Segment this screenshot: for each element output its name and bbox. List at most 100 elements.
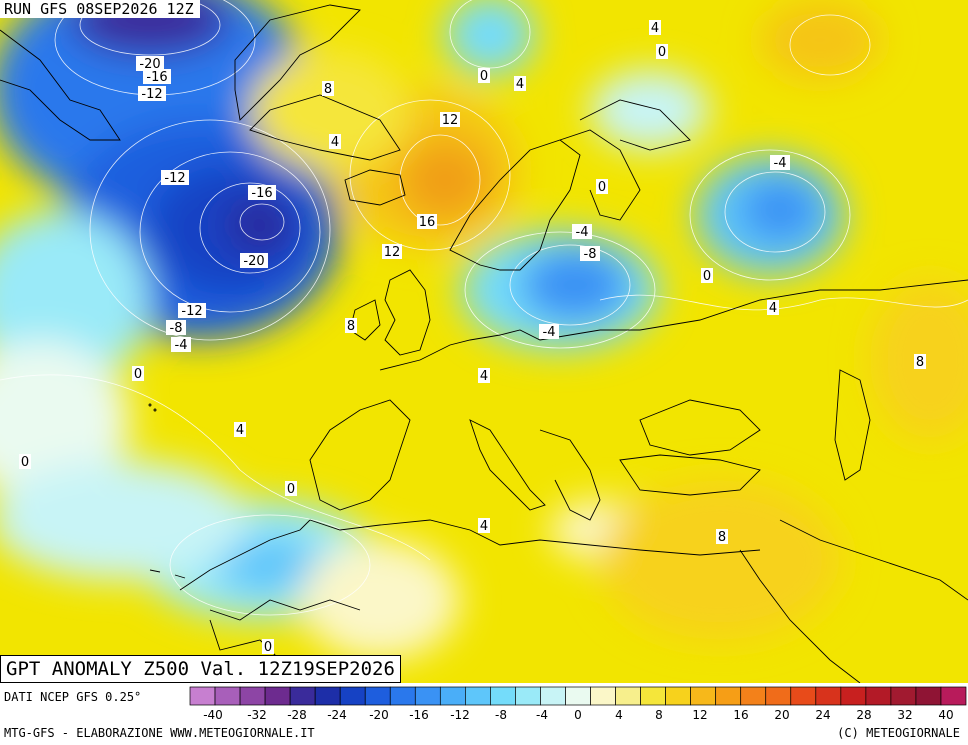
anomaly-field xyxy=(0,0,968,660)
scale-swatch xyxy=(339,686,366,706)
contour-label-bg xyxy=(539,324,559,339)
contour-label-bg xyxy=(329,134,341,149)
scale-swatch xyxy=(815,686,842,706)
scale-tick-label: -28 xyxy=(287,708,307,722)
contour-label: 4 xyxy=(331,135,339,150)
contour-label-bg xyxy=(240,253,268,268)
contour-label: 12 xyxy=(442,113,459,128)
scale-tick-label: 8 xyxy=(655,708,663,722)
scale-swatch xyxy=(314,686,341,706)
run-label: RUN GFS 08SEP2026 12Z xyxy=(0,0,200,18)
contour-label-bg xyxy=(345,318,357,333)
contour-label: -20 xyxy=(139,57,160,72)
contour-label-bg xyxy=(596,179,608,194)
contour-label-bg xyxy=(262,639,274,654)
contour-label: 8 xyxy=(324,82,332,97)
scale-swatch xyxy=(239,686,266,706)
scale-swatch xyxy=(515,686,541,706)
contour-label-bg xyxy=(478,368,490,383)
contour-label: 8 xyxy=(347,319,355,334)
contour-label-bg xyxy=(161,170,189,185)
contour-label-bg xyxy=(171,337,191,352)
contour-label-bg xyxy=(166,320,186,335)
contour-label-bg xyxy=(136,56,164,71)
footer-copyright: (C) METEOGIORNALE xyxy=(837,726,960,740)
scale-swatch xyxy=(364,686,391,706)
scale-swatch xyxy=(439,686,466,706)
scale-swatch xyxy=(264,686,291,706)
contour-label: -4 xyxy=(774,156,787,171)
contour-label: 0 xyxy=(480,69,488,84)
contour-label-bg xyxy=(285,481,297,496)
scale-tick-label: -4 xyxy=(536,708,548,722)
scale-tick-label: -20 xyxy=(369,708,389,722)
scale-swatch xyxy=(890,686,917,706)
contour-label-bg xyxy=(178,303,206,318)
scale-swatch xyxy=(189,686,216,706)
contour-label: -12 xyxy=(164,171,185,186)
scale-tick-label: 28 xyxy=(856,708,871,722)
scale-tick-label: -8 xyxy=(495,708,507,722)
contour-label-bg xyxy=(514,76,526,91)
contour-label-bg xyxy=(767,300,779,315)
contour-label: 0 xyxy=(703,269,711,284)
scale-swatch xyxy=(690,686,717,706)
scale-swatch xyxy=(414,686,441,706)
contour-label: -20 xyxy=(243,254,264,269)
scale-swatch xyxy=(465,686,491,706)
color-scale: -40 -32 -28 -24 -20 -16 -12 -8 -4 0 4 8 12 16 20 24 28 32… xyxy=(189,686,967,722)
contour-label: 4 xyxy=(651,21,659,36)
contour-label-bg xyxy=(770,155,790,170)
contour-label-bg xyxy=(656,44,668,59)
contour-label-bg xyxy=(19,454,31,469)
coastlines xyxy=(0,4,968,683)
contour-label-bg xyxy=(417,214,437,229)
scale-tick-label: -16 xyxy=(409,708,429,722)
contour-label-bg xyxy=(440,112,460,127)
scale-swatch xyxy=(289,686,316,706)
scale-swatch xyxy=(865,686,892,706)
contour-label: 16 xyxy=(419,215,436,230)
scale-tick-label: 16 xyxy=(733,708,748,722)
contour-label-bg xyxy=(234,422,246,437)
contour-label-bg xyxy=(701,268,713,283)
scale-tick-label: -32 xyxy=(247,708,267,722)
scale-swatch xyxy=(565,686,591,706)
scale-tick-label: 0 xyxy=(574,708,582,722)
scale-tick-label: 24 xyxy=(815,708,830,722)
scale-swatch xyxy=(665,686,691,706)
contour-label-bg xyxy=(716,529,728,544)
scale-swatch xyxy=(590,686,616,706)
contour-label: -16 xyxy=(146,70,167,85)
contour-label: 4 xyxy=(769,301,777,316)
scale-tick-label: -40 xyxy=(203,708,223,722)
contour-label: -8 xyxy=(584,247,597,262)
contour-label: 4 xyxy=(516,77,524,92)
contour-lines xyxy=(0,0,968,616)
scale-tick-label: 4 xyxy=(615,708,623,722)
scale-tick-label: 40 xyxy=(938,708,953,722)
contour-label-bg xyxy=(914,354,926,369)
contour-label-bg xyxy=(322,81,334,96)
contour-label: -4 xyxy=(576,225,589,240)
anomaly-map: -20-16-12 81244004-12-161612-200-4-4-804-… xyxy=(0,0,968,683)
scale-tick-label: -12 xyxy=(450,708,470,722)
scale-swatch xyxy=(790,686,817,706)
scale-tick-label: 20 xyxy=(774,708,789,722)
contour-label: -12 xyxy=(181,304,202,319)
contour-label-bg xyxy=(649,20,661,35)
contour-label: 0 xyxy=(21,455,29,470)
contour-label: -4 xyxy=(175,338,188,353)
contour-label-bg xyxy=(478,68,490,83)
contour-label-bg xyxy=(143,69,171,84)
contour-label-bg xyxy=(478,518,490,533)
data-source: DATI NCEP GFS 0.25° xyxy=(4,690,142,704)
contour-label: 8 xyxy=(916,355,924,370)
contour-label: 12 xyxy=(384,245,401,260)
scale-swatch xyxy=(740,686,767,706)
scale-swatch xyxy=(940,686,967,706)
scale-swatch xyxy=(540,686,566,706)
scale-swatch xyxy=(615,686,641,706)
contour-label: -16 xyxy=(251,186,272,201)
